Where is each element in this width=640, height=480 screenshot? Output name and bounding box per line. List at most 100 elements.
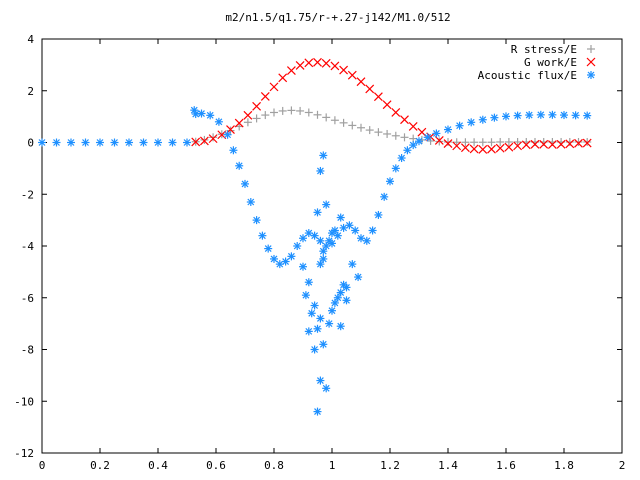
data-point — [452, 141, 462, 151]
y-tick-labels: 4 2 0 -2 -4 -6 -8 -10 -12 — [14, 33, 34, 460]
data-point — [386, 177, 394, 186]
data-point — [397, 154, 406, 163]
data-point — [223, 130, 232, 139]
x-tick-label: 0.2 — [90, 459, 110, 472]
data-point — [235, 161, 244, 170]
data-point — [252, 114, 261, 123]
data-point — [38, 138, 46, 147]
x-tick-labels: 0 0.2 0.4 0.6 0.8 1 1.2 1.4 1.6 1.8 2 — [39, 459, 626, 472]
y-tick-label: -6 — [21, 292, 34, 305]
data-point — [209, 133, 218, 142]
data-point — [565, 139, 575, 149]
data-point — [295, 60, 305, 70]
x-tick-label: 1.8 — [554, 459, 574, 472]
data-point — [478, 138, 487, 147]
legend-label: Acoustic flux/E — [478, 69, 577, 82]
data-point — [347, 70, 357, 80]
data-point — [400, 115, 409, 125]
data-point — [504, 142, 514, 152]
data-point — [258, 231, 267, 240]
data-marks — [38, 57, 592, 416]
data-point — [322, 113, 331, 122]
data-point — [380, 192, 389, 201]
data-point — [339, 280, 348, 289]
data-point — [409, 141, 418, 150]
data-point — [330, 61, 340, 71]
data-point — [304, 278, 313, 287]
data-point — [556, 139, 566, 149]
x-tick-label: 0.4 — [148, 459, 168, 472]
data-point — [252, 101, 262, 111]
data-point — [229, 146, 238, 155]
data-point — [226, 126, 235, 135]
data-point — [574, 138, 583, 148]
data-point — [513, 111, 522, 120]
data-point — [391, 108, 401, 117]
data-point — [339, 65, 349, 75]
data-point — [354, 273, 363, 282]
data-point — [362, 236, 371, 245]
data-point — [310, 301, 319, 310]
data-point — [316, 314, 325, 323]
data-point — [139, 138, 148, 147]
data-point — [260, 92, 270, 101]
data-point — [96, 138, 104, 147]
data-point — [368, 226, 377, 235]
data-point — [571, 111, 580, 120]
x-tick-label: 2 — [619, 459, 626, 472]
data-point — [270, 108, 278, 117]
data-point — [345, 221, 354, 230]
data-point — [316, 236, 325, 245]
data-point — [281, 257, 290, 266]
data-point — [319, 151, 328, 160]
data-point — [183, 138, 191, 147]
data-point — [246, 198, 255, 207]
data-point — [408, 122, 418, 131]
data-point — [351, 226, 360, 235]
data-point — [336, 322, 345, 331]
data-point — [400, 133, 409, 142]
data-point — [432, 129, 441, 138]
data-point — [313, 208, 322, 217]
data-point — [487, 138, 496, 147]
data-point — [547, 140, 557, 149]
data-point — [328, 229, 336, 238]
x-tick-label: 1.4 — [438, 459, 458, 472]
data-point — [304, 58, 314, 68]
data-point — [125, 138, 133, 147]
data-point — [319, 247, 328, 256]
data-point — [444, 125, 452, 134]
data-point — [502, 112, 510, 121]
data-point — [356, 77, 366, 87]
data-point — [269, 82, 279, 92]
data-point — [325, 236, 334, 245]
data-point — [197, 109, 206, 118]
data-point — [313, 324, 322, 333]
data-point — [200, 135, 209, 144]
data-point — [67, 138, 75, 147]
data-point — [286, 66, 296, 75]
data-point — [478, 145, 488, 154]
y-tick-label: -2 — [21, 188, 34, 201]
data-point — [301, 291, 310, 300]
y-tick-label: 0 — [27, 137, 34, 150]
data-point — [455, 121, 464, 130]
data-point — [278, 106, 287, 115]
data-point — [374, 128, 383, 137]
data-point — [321, 58, 331, 68]
data-point — [490, 113, 499, 122]
data-point — [382, 100, 392, 110]
data-point — [348, 121, 357, 130]
data-point — [319, 340, 328, 349]
data-point — [339, 118, 348, 127]
data-point — [403, 146, 412, 155]
data-point — [539, 139, 549, 149]
data-point — [513, 141, 523, 151]
data-point — [261, 111, 270, 120]
y-tick-label: 4 — [27, 33, 34, 46]
data-point — [234, 118, 244, 128]
data-point — [504, 137, 513, 146]
data-point — [168, 138, 177, 147]
data-point — [487, 144, 496, 154]
